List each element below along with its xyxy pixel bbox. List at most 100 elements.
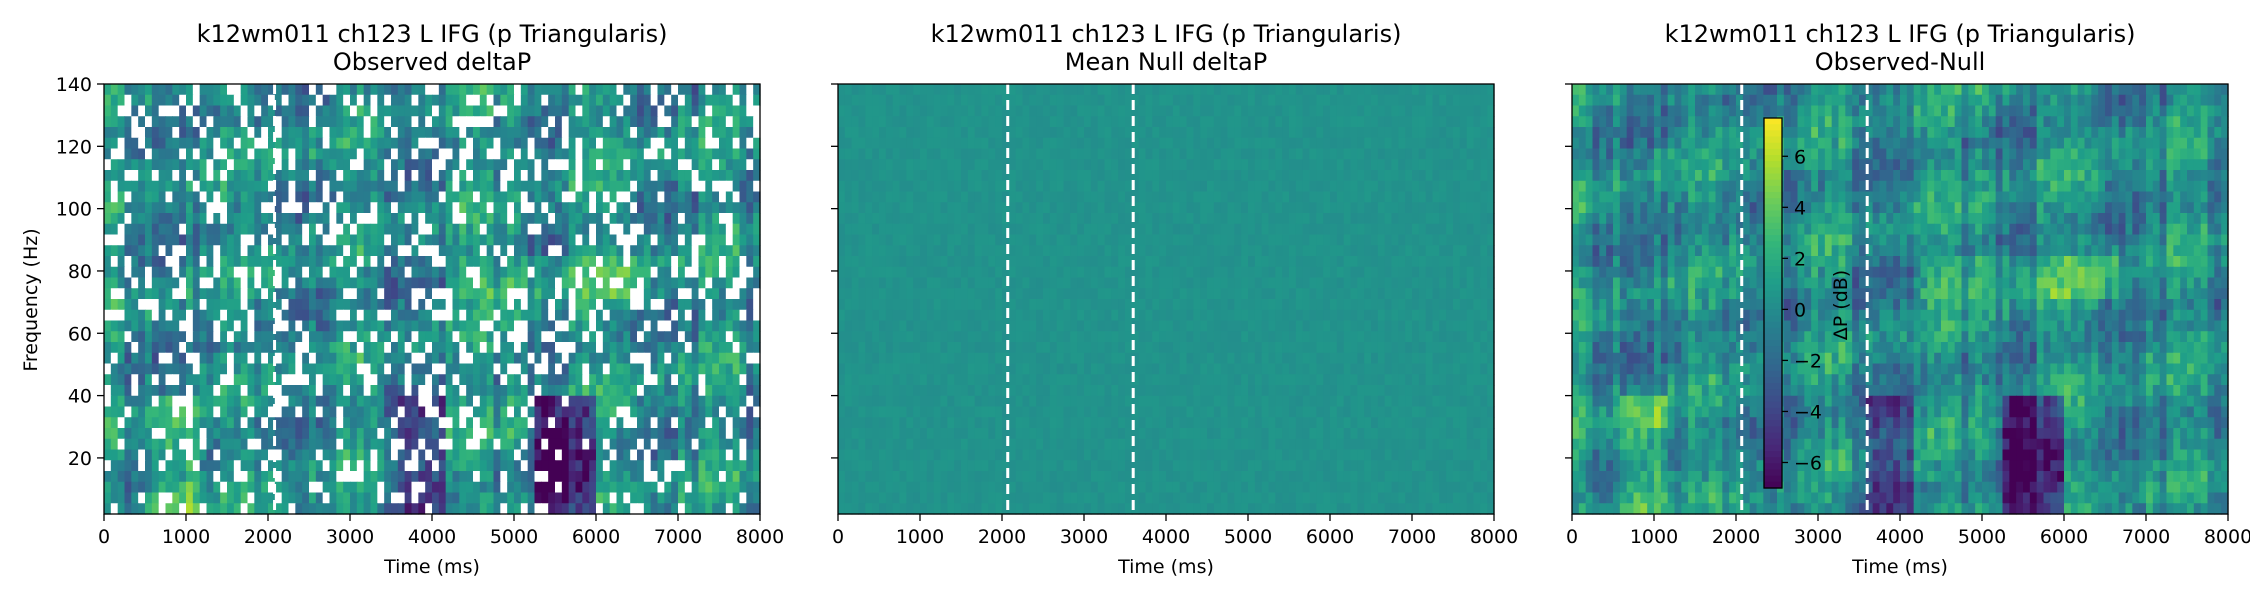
heatmap-cell: [609, 94, 618, 107]
heatmap-cell: [199, 438, 208, 451]
heatmap-cell: [247, 406, 255, 418]
heatmap-cell: [1022, 116, 1030, 128]
heatmap-cell: [1418, 105, 1427, 117]
heatmap-cell: [302, 180, 310, 193]
heatmap-cell: [851, 84, 860, 96]
heatmap-cell: [206, 331, 214, 343]
heatmap-cell: [1473, 84, 1481, 96]
heatmap-cell: [110, 374, 119, 386]
heatmap-cell: [165, 277, 173, 289]
heatmap-cell: [520, 395, 529, 408]
heatmap-cell: [1118, 94, 1126, 107]
heatmap-cell: [568, 395, 577, 408]
heatmap-cell: [630, 503, 638, 515]
heatmap-cell: [739, 277, 747, 289]
heatmap-cell: [356, 299, 365, 311]
heatmap-cell: [117, 137, 126, 150]
heatmap-cell: [691, 417, 700, 429]
heatmap-cell: [705, 116, 713, 128]
heatmap-cell: [899, 94, 907, 107]
heatmap-cell: [596, 385, 604, 397]
heatmap-cell: [657, 202, 665, 214]
heatmap-cell: [227, 223, 235, 236]
heatmap-cell: [117, 213, 126, 225]
heatmap-cell: [1049, 148, 1058, 160]
heatmap-cell: [466, 180, 474, 193]
heatmap-cell: [602, 191, 611, 203]
heatmap-cell: [486, 299, 495, 311]
heatmap-cell: [913, 170, 921, 182]
heatmap-cell: [1412, 84, 1420, 96]
heatmap-cell: [220, 245, 228, 257]
heatmap-cell: [500, 180, 508, 193]
heatmap-cell: [520, 202, 529, 214]
heatmap-cell: [432, 374, 440, 386]
heatmap-cell: [671, 180, 679, 193]
heatmap-cell: [124, 438, 132, 451]
heatmap-cell: [541, 352, 549, 365]
heatmap-cell: [356, 245, 365, 257]
heatmap-cell: [459, 137, 467, 150]
heatmap-cell: [1138, 137, 1147, 150]
heatmap-cell: [643, 137, 652, 150]
heatmap-cell: [199, 137, 208, 150]
heatmap-cell: [1377, 127, 1386, 139]
heatmap-cell: [247, 449, 255, 461]
heatmap-cell: [637, 406, 645, 418]
heatmap-cell: [370, 277, 378, 289]
heatmap-cell: [350, 94, 358, 107]
heatmap-cell: [637, 417, 645, 429]
heatmap-cell: [1227, 116, 1235, 128]
heatmap-cell: [500, 395, 508, 408]
heatmap-cell: [397, 180, 406, 193]
heatmap-cell: [1487, 180, 1495, 193]
heatmap-cell: [466, 428, 474, 440]
heatmap-cell: [145, 116, 153, 128]
heatmap-cell: [350, 331, 358, 343]
heatmap-cell: [678, 223, 686, 236]
heatmap-cell: [1405, 159, 1413, 171]
heatmap-cell: [466, 395, 474, 408]
heatmap-cell: [356, 191, 365, 203]
panel-title: k12wm011 ch123 L IFG (p Triangularis): [931, 20, 1402, 48]
heatmap-cell: [534, 105, 542, 117]
heatmap-cell: [623, 417, 631, 429]
heatmap-cell: [179, 266, 187, 279]
heatmap-cell: [199, 481, 208, 494]
heatmap-cell: [172, 352, 180, 365]
heatmap-cell: [602, 277, 611, 289]
heatmap-cell: [637, 213, 645, 225]
heatmap-cell: [719, 503, 727, 515]
heatmap-cell: [466, 116, 474, 128]
heatmap-cell: [1473, 191, 1481, 203]
heatmap-cell: [555, 234, 563, 246]
heatmap-cell: [732, 213, 741, 225]
heatmap-cell: [1275, 105, 1283, 117]
heatmap-cell: [479, 428, 488, 440]
heatmap-cell: [671, 245, 679, 257]
heatmap-cell: [1029, 170, 1037, 182]
heatmap-cell: [274, 352, 283, 365]
heatmap-cell: [295, 406, 303, 418]
heatmap-cell: [1302, 137, 1311, 150]
heatmap-cell: [438, 180, 447, 193]
heatmap-cell: [851, 180, 860, 193]
heatmap-cell: [954, 202, 962, 214]
heatmap-cell: [268, 385, 276, 397]
heatmap-cell: [698, 137, 706, 150]
heatmap-cell: [616, 471, 624, 483]
heatmap-cell: [520, 406, 529, 418]
heatmap-cell: [1227, 191, 1235, 203]
heatmap-cell: [179, 94, 187, 107]
heatmap-cell: [1377, 94, 1386, 107]
heatmap-cell: [1084, 148, 1092, 160]
heatmap-cell: [548, 148, 556, 160]
heatmap-cell: [926, 148, 935, 160]
heatmap-cell: [657, 395, 665, 408]
heatmap-cell: [295, 299, 303, 311]
heatmap-cell: [1336, 191, 1345, 203]
heatmap-cell: [753, 213, 761, 225]
heatmap-cell: [322, 374, 331, 386]
heatmap-cell: [336, 94, 344, 107]
